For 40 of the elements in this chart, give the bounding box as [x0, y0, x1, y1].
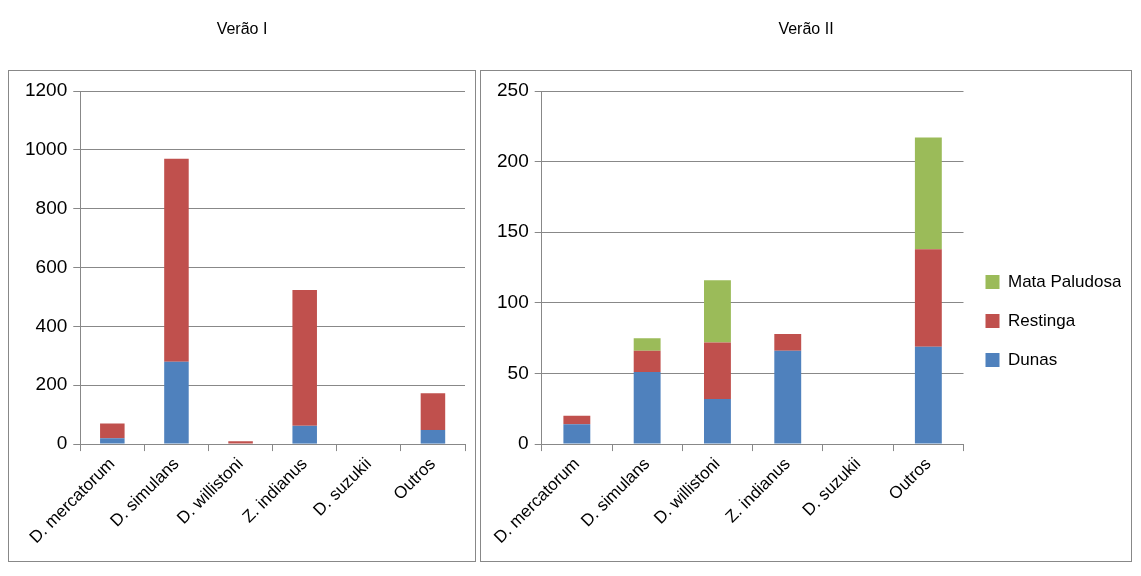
- y-tick-label: 600: [35, 255, 68, 277]
- y-tick-label: 400: [35, 314, 68, 336]
- bar: [100, 438, 125, 444]
- y-tick-label: 1200: [24, 79, 68, 101]
- y-tick-label: 1000: [24, 138, 68, 160]
- bar: [292, 425, 317, 444]
- legend-label: Mata Paludosa: [1008, 271, 1122, 291]
- bar: [292, 289, 317, 426]
- bar: [914, 137, 942, 250]
- y-tick-label: 200: [35, 373, 68, 395]
- y-tick-label: 0: [56, 432, 68, 454]
- bar: [774, 350, 802, 444]
- bar: [704, 280, 731, 343]
- y-tick-label: 100: [497, 291, 529, 313]
- y-tick-label: 0: [518, 432, 529, 454]
- bar: [633, 372, 661, 444]
- y-tick-label: 200: [497, 149, 529, 171]
- y-tick-label: 50: [507, 361, 529, 383]
- bar: [228, 441, 253, 444]
- y-tick-label: 800: [35, 196, 68, 218]
- bar: [633, 338, 661, 351]
- bar: [420, 393, 446, 430]
- bar: [563, 424, 591, 444]
- y-tick-label: 150: [497, 220, 529, 242]
- bar: [563, 415, 591, 425]
- legend-label: Dunas: [1008, 349, 1058, 369]
- bar: [100, 423, 125, 439]
- chart-title: Verão I: [216, 19, 268, 39]
- legend-label: Restinga: [1008, 310, 1076, 330]
- bar: [164, 361, 189, 444]
- bar: [704, 342, 731, 399]
- bar: [420, 429, 446, 444]
- bar: [914, 346, 942, 444]
- chart-title: Verão II: [778, 19, 834, 39]
- bar: [633, 350, 661, 373]
- bar: [704, 398, 731, 444]
- bar: [164, 158, 189, 362]
- y-tick-label: 250: [497, 79, 529, 101]
- bar: [914, 249, 942, 347]
- bar: [774, 333, 802, 351]
